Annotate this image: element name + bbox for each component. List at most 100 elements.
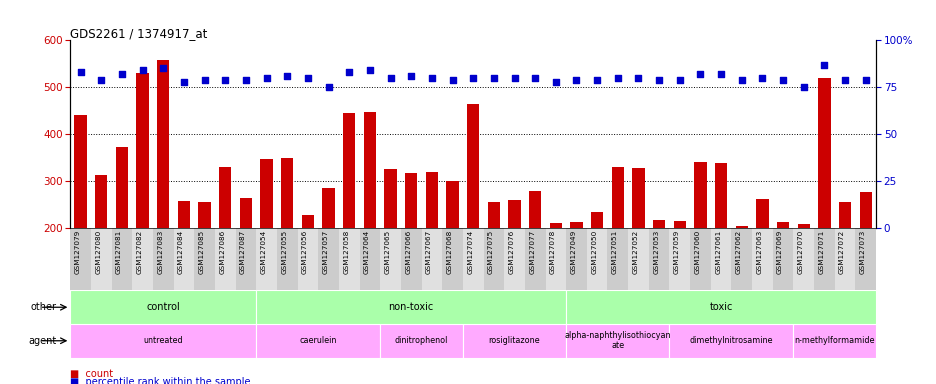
Bar (504, 228, 524, 291)
Point (527, 75, 542, 81)
Text: GSM127067: GSM127067 (425, 230, 431, 274)
Text: GSM127059: GSM127059 (673, 230, 680, 274)
Bar (714, 163, 726, 322)
Text: GSM127083: GSM127083 (157, 230, 163, 274)
Bar (298, 228, 318, 291)
Bar (384, 169, 396, 322)
Point (217, 77, 232, 83)
Text: GSM127079: GSM127079 (75, 230, 80, 274)
Bar (442, 228, 462, 291)
Point (197, 77, 212, 83)
Text: ■  count: ■ count (70, 369, 113, 379)
Text: GSM127053: GSM127053 (652, 230, 658, 274)
Bar (322, 188, 334, 322)
Bar (627, 228, 648, 291)
Bar (256, 291, 565, 324)
Point (155, 65, 170, 71)
Point (609, 75, 624, 81)
Point (321, 84, 336, 90)
Bar (611, 167, 623, 322)
Point (693, 71, 708, 77)
Bar (735, 226, 747, 322)
Point (424, 75, 439, 81)
Bar (586, 228, 607, 291)
Text: GSM127070: GSM127070 (797, 230, 803, 274)
Bar (116, 147, 128, 322)
Point (713, 71, 728, 77)
Point (630, 75, 645, 81)
Text: GSM127064: GSM127064 (363, 230, 370, 274)
Point (300, 75, 315, 81)
Point (403, 73, 418, 79)
Bar (70, 228, 91, 291)
Bar (404, 172, 417, 322)
Point (548, 78, 563, 84)
Text: ■  percentile rank within the sample: ■ percentile rank within the sample (70, 377, 251, 384)
Bar (425, 172, 438, 322)
Bar (421, 228, 442, 291)
Bar (570, 222, 582, 322)
Bar (111, 228, 132, 291)
Text: GSM127063: GSM127063 (755, 230, 762, 274)
Text: GSM127086: GSM127086 (219, 230, 225, 274)
Bar (466, 104, 479, 322)
Bar (380, 324, 462, 358)
Bar (240, 199, 252, 322)
Bar (529, 191, 541, 322)
Text: GSM127076: GSM127076 (508, 230, 514, 274)
Text: caerulein: caerulein (300, 336, 337, 345)
Bar (198, 202, 211, 322)
Bar (565, 291, 875, 324)
Point (176, 78, 191, 84)
Bar (214, 228, 235, 291)
Bar (793, 324, 875, 358)
Bar (793, 228, 813, 291)
Bar (74, 115, 87, 322)
Text: GDS2261 / 1374917_at: GDS2261 / 1374917_at (70, 27, 208, 40)
Bar (607, 228, 627, 291)
Point (445, 77, 460, 83)
Bar (731, 228, 752, 291)
Text: GSM127080: GSM127080 (95, 230, 101, 274)
Bar (95, 175, 108, 322)
Bar (483, 228, 504, 291)
Text: n-methylformamide: n-methylformamide (794, 336, 874, 345)
Bar (591, 212, 603, 322)
Text: GSM127061: GSM127061 (714, 230, 721, 274)
Point (589, 77, 604, 83)
Bar (256, 228, 277, 291)
Text: GSM127087: GSM127087 (240, 230, 245, 274)
Point (280, 73, 295, 79)
Bar (565, 228, 586, 291)
Bar (524, 228, 545, 291)
Text: GSM127055: GSM127055 (281, 230, 287, 274)
Text: GSM127074: GSM127074 (467, 230, 473, 274)
Text: GSM127075: GSM127075 (488, 230, 493, 274)
Bar (401, 228, 421, 291)
Text: GSM127069: GSM127069 (776, 230, 782, 274)
Bar (462, 324, 565, 358)
Bar (260, 159, 272, 322)
Bar (256, 324, 380, 358)
Bar (281, 158, 293, 322)
Text: untreated: untreated (143, 336, 183, 345)
Point (238, 77, 253, 83)
Text: toxic: toxic (709, 302, 732, 312)
Bar (855, 228, 875, 291)
Point (672, 77, 687, 83)
Bar (380, 228, 401, 291)
Text: GSM127058: GSM127058 (343, 230, 349, 274)
Bar (194, 228, 214, 291)
Bar (462, 228, 483, 291)
Text: GSM127057: GSM127057 (322, 230, 329, 274)
Text: dinitrophenol: dinitrophenol (394, 336, 447, 345)
Bar (652, 220, 665, 322)
Bar (668, 228, 690, 291)
Point (383, 75, 398, 81)
Text: other: other (30, 302, 56, 312)
Bar (277, 228, 298, 291)
Bar (91, 228, 111, 291)
Text: rosiglitazone: rosiglitazone (489, 336, 540, 345)
Text: GSM127081: GSM127081 (116, 230, 122, 274)
Bar (752, 228, 772, 291)
